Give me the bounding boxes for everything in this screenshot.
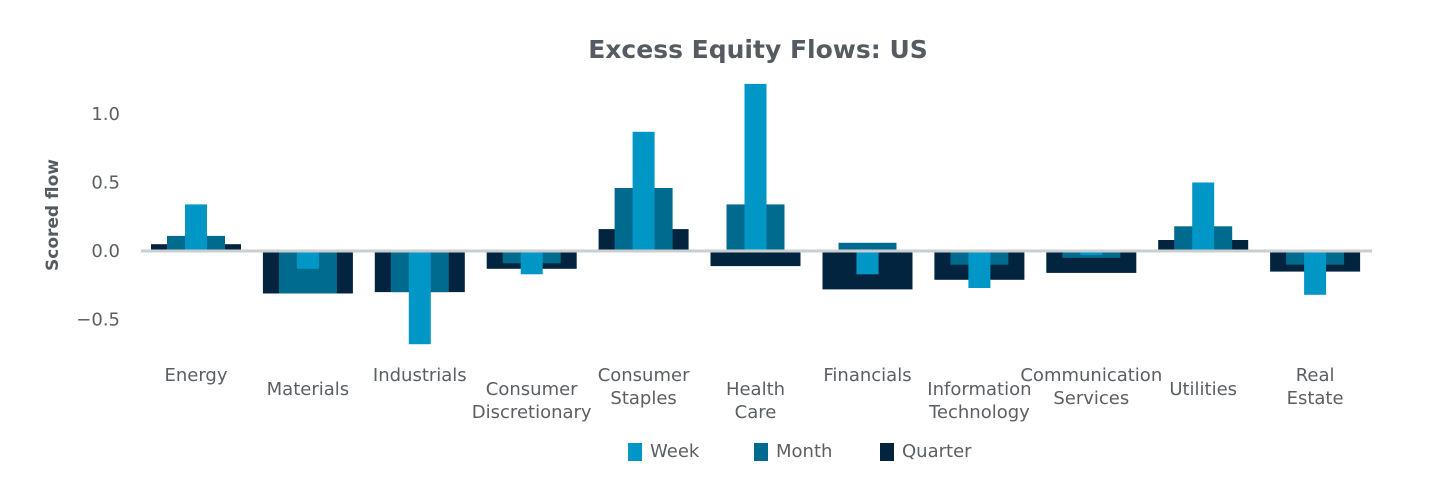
category-label: Energy xyxy=(164,365,227,386)
category-label: Consumer xyxy=(598,365,690,386)
chart-title: Excess Equity Flows: US xyxy=(588,35,928,64)
bar-week xyxy=(296,251,319,269)
category-label: Materials xyxy=(267,379,350,400)
bar-week xyxy=(408,251,431,345)
bar-week xyxy=(632,131,655,251)
category-label: Estate xyxy=(1287,388,1344,409)
bar-week xyxy=(856,251,879,275)
category-label: Information xyxy=(927,379,1031,400)
legend-swatch-month xyxy=(754,443,768,461)
y-tick-label: 0.0 xyxy=(91,241,120,262)
y-axis-label: Scored flow xyxy=(43,159,63,271)
category-label: Technology xyxy=(928,402,1030,423)
category-labels: EnergyMaterialsIndustrialsConsumerDiscre… xyxy=(164,365,1343,423)
y-tick-label: −0.5 xyxy=(76,310,120,331)
category-label: Care xyxy=(735,402,777,423)
y-axis-ticks: 1.0 0.5 0.0 −0.5 xyxy=(76,104,120,331)
category-label: Communication xyxy=(1020,365,1162,386)
bar-week xyxy=(744,83,767,252)
category-label: Consumer xyxy=(486,379,578,400)
category-label: Health xyxy=(726,379,785,400)
legend-swatch-quarter xyxy=(880,443,894,461)
y-tick-label: 1.0 xyxy=(91,104,120,125)
bars xyxy=(151,83,1361,345)
bar-month xyxy=(838,242,897,251)
bar-quarter xyxy=(710,251,801,267)
category-label: Services xyxy=(1053,388,1129,409)
y-tick-label: 0.5 xyxy=(91,173,120,194)
category-label: Real xyxy=(1296,365,1335,386)
legend-label-week: Week xyxy=(650,441,700,462)
legend-swatch-week xyxy=(628,443,642,461)
legend: Week Month Quarter xyxy=(628,441,972,462)
category-label: Utilities xyxy=(1169,379,1237,400)
bar-week xyxy=(968,251,991,288)
bar-week xyxy=(1192,182,1215,251)
category-label: Industrials xyxy=(373,365,467,386)
legend-label-month: Month xyxy=(776,441,832,462)
bar-week xyxy=(1304,251,1327,295)
bar-week xyxy=(520,251,543,275)
legend-label-quarter: Quarter xyxy=(902,441,972,462)
category-label: Staples xyxy=(610,388,676,409)
bar-week xyxy=(1080,251,1103,256)
category-label: Discretionary xyxy=(472,402,592,423)
bar-week xyxy=(185,204,207,251)
category-label: Financials xyxy=(823,365,911,386)
